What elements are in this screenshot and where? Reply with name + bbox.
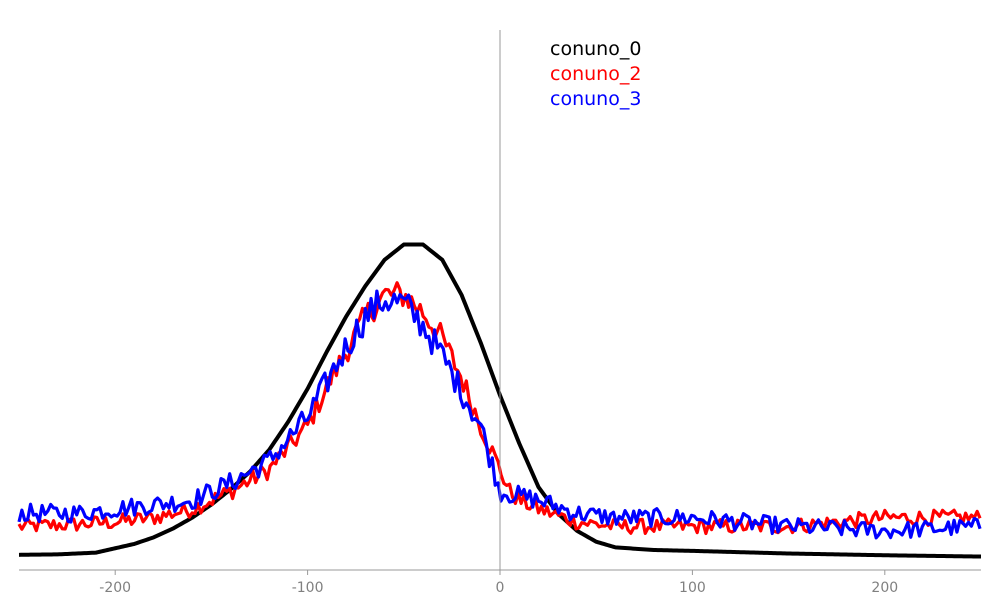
legend: conuno_0 conuno_2 conuno_3 bbox=[550, 38, 641, 110]
x-tick-label: -100 bbox=[292, 580, 324, 596]
x-tick-label: 200 bbox=[871, 580, 898, 596]
x-axis-ticks: -200 -100 0 100 200 bbox=[99, 570, 898, 596]
x-tick-label: -200 bbox=[99, 580, 131, 596]
legend-entry-conuno_0: conuno_0 bbox=[550, 38, 641, 60]
x-tick-label: 0 bbox=[496, 580, 505, 596]
x-tick-label: 100 bbox=[679, 580, 706, 596]
legend-entry-conuno_3: conuno_3 bbox=[550, 88, 641, 110]
legend-entry-conuno_2: conuno_2 bbox=[550, 63, 641, 85]
